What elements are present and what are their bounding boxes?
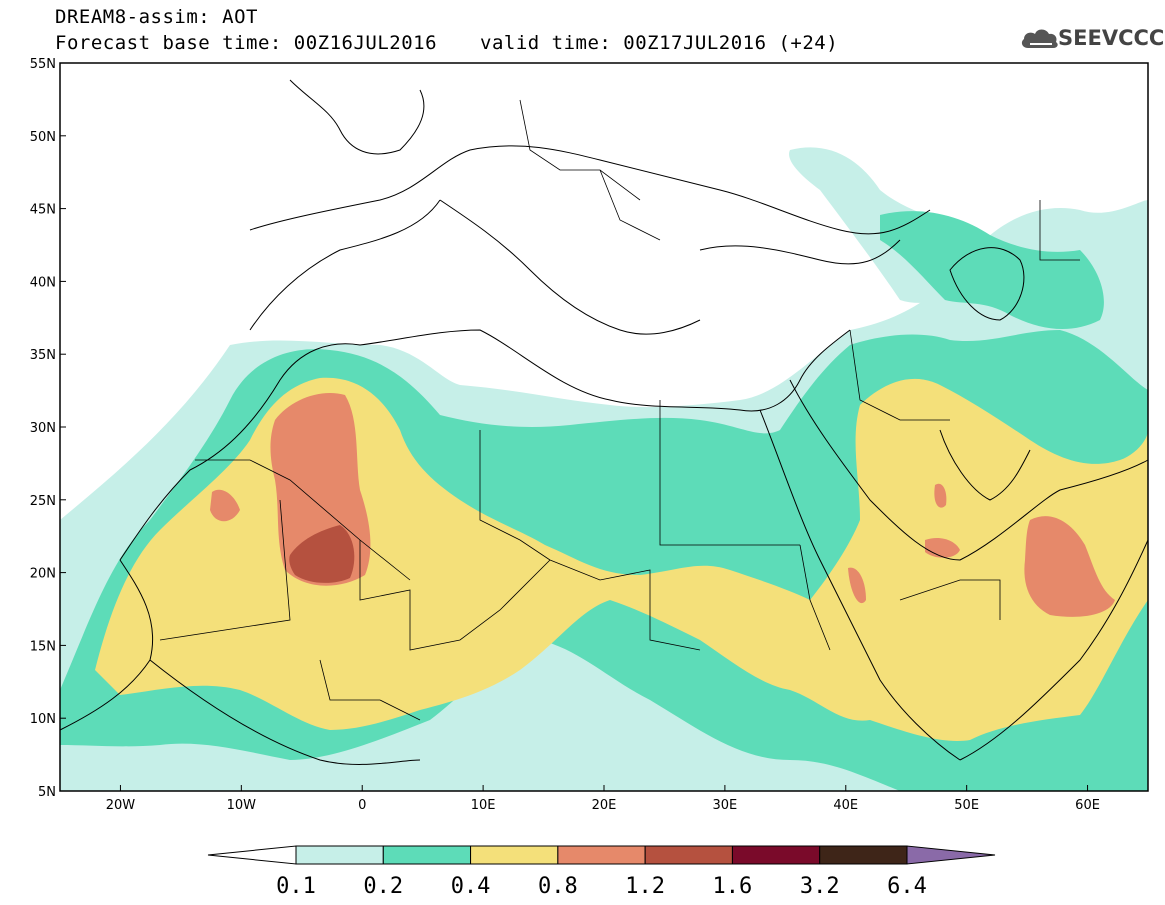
forecast-base-time: Forecast base time: 00Z16JUL2016	[55, 32, 438, 54]
aot-level-1.2	[289, 525, 355, 583]
colorbar-segment	[470, 845, 559, 865]
lon-tick-label: 10W	[227, 798, 257, 813]
lat-tick-label: 25N	[30, 494, 56, 509]
lat-tick-label: 10N	[30, 712, 56, 727]
colorbar-segment	[382, 845, 472, 865]
country-borders	[159, 99, 1080, 721]
colorbar-level-label: 3.2	[800, 874, 840, 899]
colorbar-segment	[295, 845, 384, 865]
colorbar-max-triangle	[906, 845, 996, 865]
lon-tick-label: 20W	[106, 798, 136, 813]
map-title: DREAM8-assim: AOT	[55, 6, 258, 28]
colorbar-level-label: 1.6	[713, 874, 753, 899]
longitude-axis: 20W 10W 0 10E 20E 30E 40E 50E 60E	[106, 785, 1100, 813]
colorbar-level-label: 0.1	[276, 874, 316, 899]
lat-tick-label: 5N	[38, 785, 56, 800]
lon-tick-label: 50E	[954, 798, 979, 813]
aot-level-0.8-spot2	[934, 483, 947, 508]
lat-tick-label: 20N	[30, 567, 56, 582]
lat-tick-label: 50N	[30, 130, 56, 145]
aot-level-0.8-spot4	[848, 567, 866, 604]
colorbar-segment	[644, 845, 733, 865]
lon-tick-label: 60E	[1075, 798, 1100, 813]
aot-level-0.2-caspian	[880, 211, 1104, 330]
colorbar-level-label: 0.2	[363, 874, 403, 899]
latitude-axis: 55N 50N 45N 40N 35N 30N 25N 20N 15N 10N 5N	[30, 57, 66, 800]
colorbar-level-label: 0.4	[451, 874, 491, 899]
aot-level-0.8-arabia	[1024, 516, 1115, 617]
lon-tick-label: 30E	[713, 798, 738, 813]
aot-level-0.8-spot3	[210, 489, 240, 522]
colorbar-level-label: 6.4	[887, 874, 927, 899]
colorbar-segment	[731, 845, 821, 865]
colorbar-min-triangle	[207, 845, 297, 865]
logo-text: SEEVCCC	[1058, 26, 1165, 50]
lat-tick-label: 40N	[30, 275, 56, 290]
lon-tick-label: 40E	[833, 798, 858, 813]
lat-tick-label: 45N	[30, 203, 56, 218]
cloud-logo-icon	[1021, 29, 1058, 48]
colorbar-segment	[819, 845, 908, 865]
lat-tick-label: 30N	[30, 421, 56, 436]
lat-tick-label: 55N	[30, 57, 56, 72]
valid-time: valid time: 00Z17JUL2016 (+24)	[480, 32, 839, 54]
lon-tick-label: 10E	[471, 798, 496, 813]
lat-tick-label: 15N	[30, 639, 56, 654]
lat-tick-label: 35N	[30, 348, 56, 363]
colorbar-level-label: 0.8	[538, 874, 578, 899]
lon-tick-label: 20E	[592, 798, 617, 813]
lon-tick-label: 0	[358, 798, 366, 813]
colorbar-segment	[557, 845, 646, 865]
colorbar: 0.1 0.2 0.4 0.8 1.2 1.6 3.2 6.4	[207, 845, 996, 899]
colorbar-level-label: 1.2	[625, 874, 665, 899]
coastlines	[59, 79, 1149, 765]
aot-shading	[60, 147, 1148, 791]
aot-level-0.4	[95, 377, 1148, 741]
